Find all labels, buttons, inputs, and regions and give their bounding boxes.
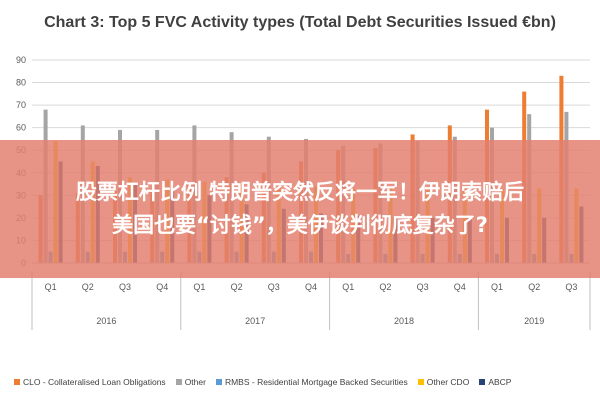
legend-item: CLO - Collateralised Loan Obligations — [14, 377, 166, 387]
y-tick-label: 70 — [16, 100, 26, 110]
legend-item: Other — [175, 377, 206, 387]
y-tick-label: 80 — [16, 78, 26, 88]
legend-item: Other CDO — [417, 377, 470, 387]
year-label: 2019 — [524, 316, 544, 326]
legend-swatch — [175, 379, 182, 385]
x-tick-label: Q3 — [417, 282, 429, 292]
y-tick-label: 60 — [16, 123, 26, 133]
banner-line-1: 股票杠杆比例 特朗普突然反将一军！伊朗索赔后 — [75, 180, 525, 204]
x-tick-label: Q2 — [82, 282, 94, 292]
legend-label: Other — [184, 377, 206, 387]
legend-item: RMBS - Residential Mortgage Backed Secur… — [215, 377, 408, 387]
x-tick-label: Q2 — [379, 282, 391, 292]
overlay-banner[interactable]: 股票杠杆比例 特朗普突然反将一军！伊朗索赔后 美国也要“讨钱”，美伊谈判彻底复杂… — [0, 140, 600, 278]
legend-swatch — [417, 379, 424, 385]
legend-label: CLO - Collateralised Loan Obligations — [23, 377, 166, 387]
x-tick-label: Q1 — [491, 282, 503, 292]
legend-swatch — [14, 379, 20, 385]
chart-title: Chart 3: Top 5 FVC Activity types (Total… — [44, 14, 556, 31]
x-tick-label: Q4 — [305, 282, 317, 292]
x-tick-label: Q2 — [231, 282, 243, 292]
x-tick-label: Q3 — [119, 282, 131, 292]
legend-label: ABCP — [488, 377, 512, 387]
x-tick-label: Q1 — [45, 282, 57, 292]
x-tick-label: Q1 — [193, 282, 205, 292]
legend-item: ABCP — [479, 377, 511, 387]
x-tick-label: Q2 — [528, 282, 540, 292]
legend-swatch — [215, 379, 222, 385]
y-tick-label: 90 — [16, 55, 26, 65]
x-tick-label: Q4 — [454, 282, 466, 292]
year-label: 2018 — [394, 316, 414, 326]
x-tick-label: Q3 — [268, 282, 280, 292]
x-tick-label: Q4 — [156, 282, 168, 292]
x-tick-label: Q1 — [342, 282, 354, 292]
banner-line-2: 美国也要“讨钱”，美伊谈判彻底复杂了? — [112, 213, 488, 237]
legend-label: RMBS - Residential Mortgage Backed Secur… — [224, 377, 408, 387]
legend-label: Other CDO — [426, 377, 470, 387]
legend-swatch — [479, 379, 486, 385]
x-tick-label: Q3 — [565, 282, 577, 292]
year-label: 2017 — [245, 316, 265, 326]
chart-legend: CLO - Collateralised Loan Obligations Oth… — [14, 377, 600, 387]
year-label: 2016 — [96, 316, 116, 326]
